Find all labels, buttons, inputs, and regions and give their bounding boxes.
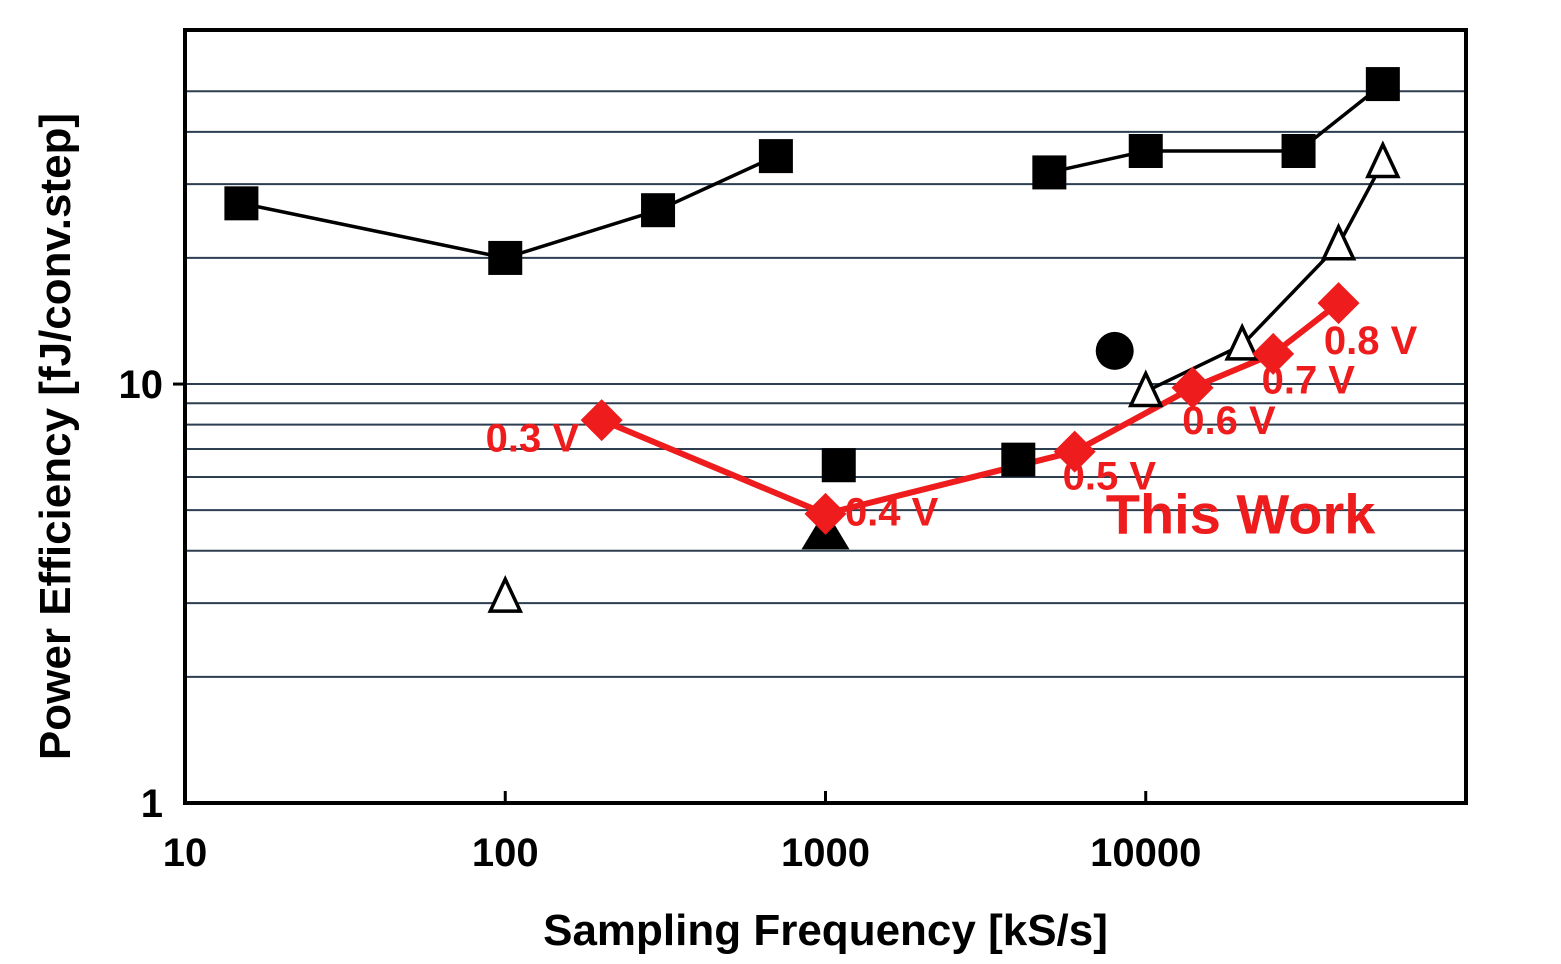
filled-square-marker <box>1281 133 1316 168</box>
filled-square-marker <box>641 193 676 228</box>
open-triangle-marker <box>1127 369 1164 408</box>
filled-square-marker <box>1128 133 1163 168</box>
x-tick-label: 100 <box>472 831 539 875</box>
voltage-label: 0.4 V <box>845 490 939 534</box>
filled-diamond-marker <box>1053 430 1096 473</box>
voltage-label: 0.6 V <box>1182 399 1276 443</box>
filled-diamond-marker <box>804 492 847 535</box>
filled-square-marker <box>1365 67 1400 102</box>
reference-series-line <box>241 154 777 260</box>
annotations: 0.3 V 0.4 V 0.5 V 0.6 V0.7 V0.8 V This Work <box>486 319 1418 545</box>
voltage-label: 0.3 V <box>486 417 580 461</box>
filled-square-marker <box>1001 442 1036 477</box>
filled-diamond-marker <box>1171 366 1214 409</box>
y-tick-label: 1 <box>141 782 163 826</box>
y-tick-label: 10 <box>119 363 164 407</box>
open-triangle-marker <box>1224 322 1260 361</box>
x-tick-label: 10 <box>163 831 208 875</box>
filled-diamond-marker <box>1317 282 1360 325</box>
x-tick-label: 10000 <box>1090 831 1201 875</box>
voltage-label: 0.5 V <box>1063 455 1157 499</box>
this-work-label: This Work <box>1106 482 1377 545</box>
open-triangle-marker <box>1320 222 1357 261</box>
open-triangle-marker <box>487 575 524 613</box>
filled-square-marker <box>1032 155 1067 190</box>
plot-area-frame <box>183 28 1468 805</box>
open-triangle-marker <box>1365 140 1401 179</box>
filled-circle-marker <box>1095 331 1134 370</box>
filled-square-marker <box>488 240 523 275</box>
x-axis-title: Sampling Frequency [kS/s] <box>543 906 1108 955</box>
voltage-label: 0.7 V <box>1262 358 1356 402</box>
reference-series-line <box>1048 82 1384 175</box>
x-tick-label: 1000 <box>781 831 870 875</box>
filled-diamond-marker <box>580 399 623 442</box>
voltage-label: 0.8 V <box>1324 319 1418 363</box>
y-axis-title: Power Efficiency [fJ/conv.step] <box>31 113 80 760</box>
filled-square-marker <box>821 448 856 483</box>
data-markers <box>224 67 1401 613</box>
filled-square-marker <box>758 139 793 174</box>
filled-diamond-marker <box>1252 332 1295 375</box>
filled-square-marker <box>224 186 259 221</box>
